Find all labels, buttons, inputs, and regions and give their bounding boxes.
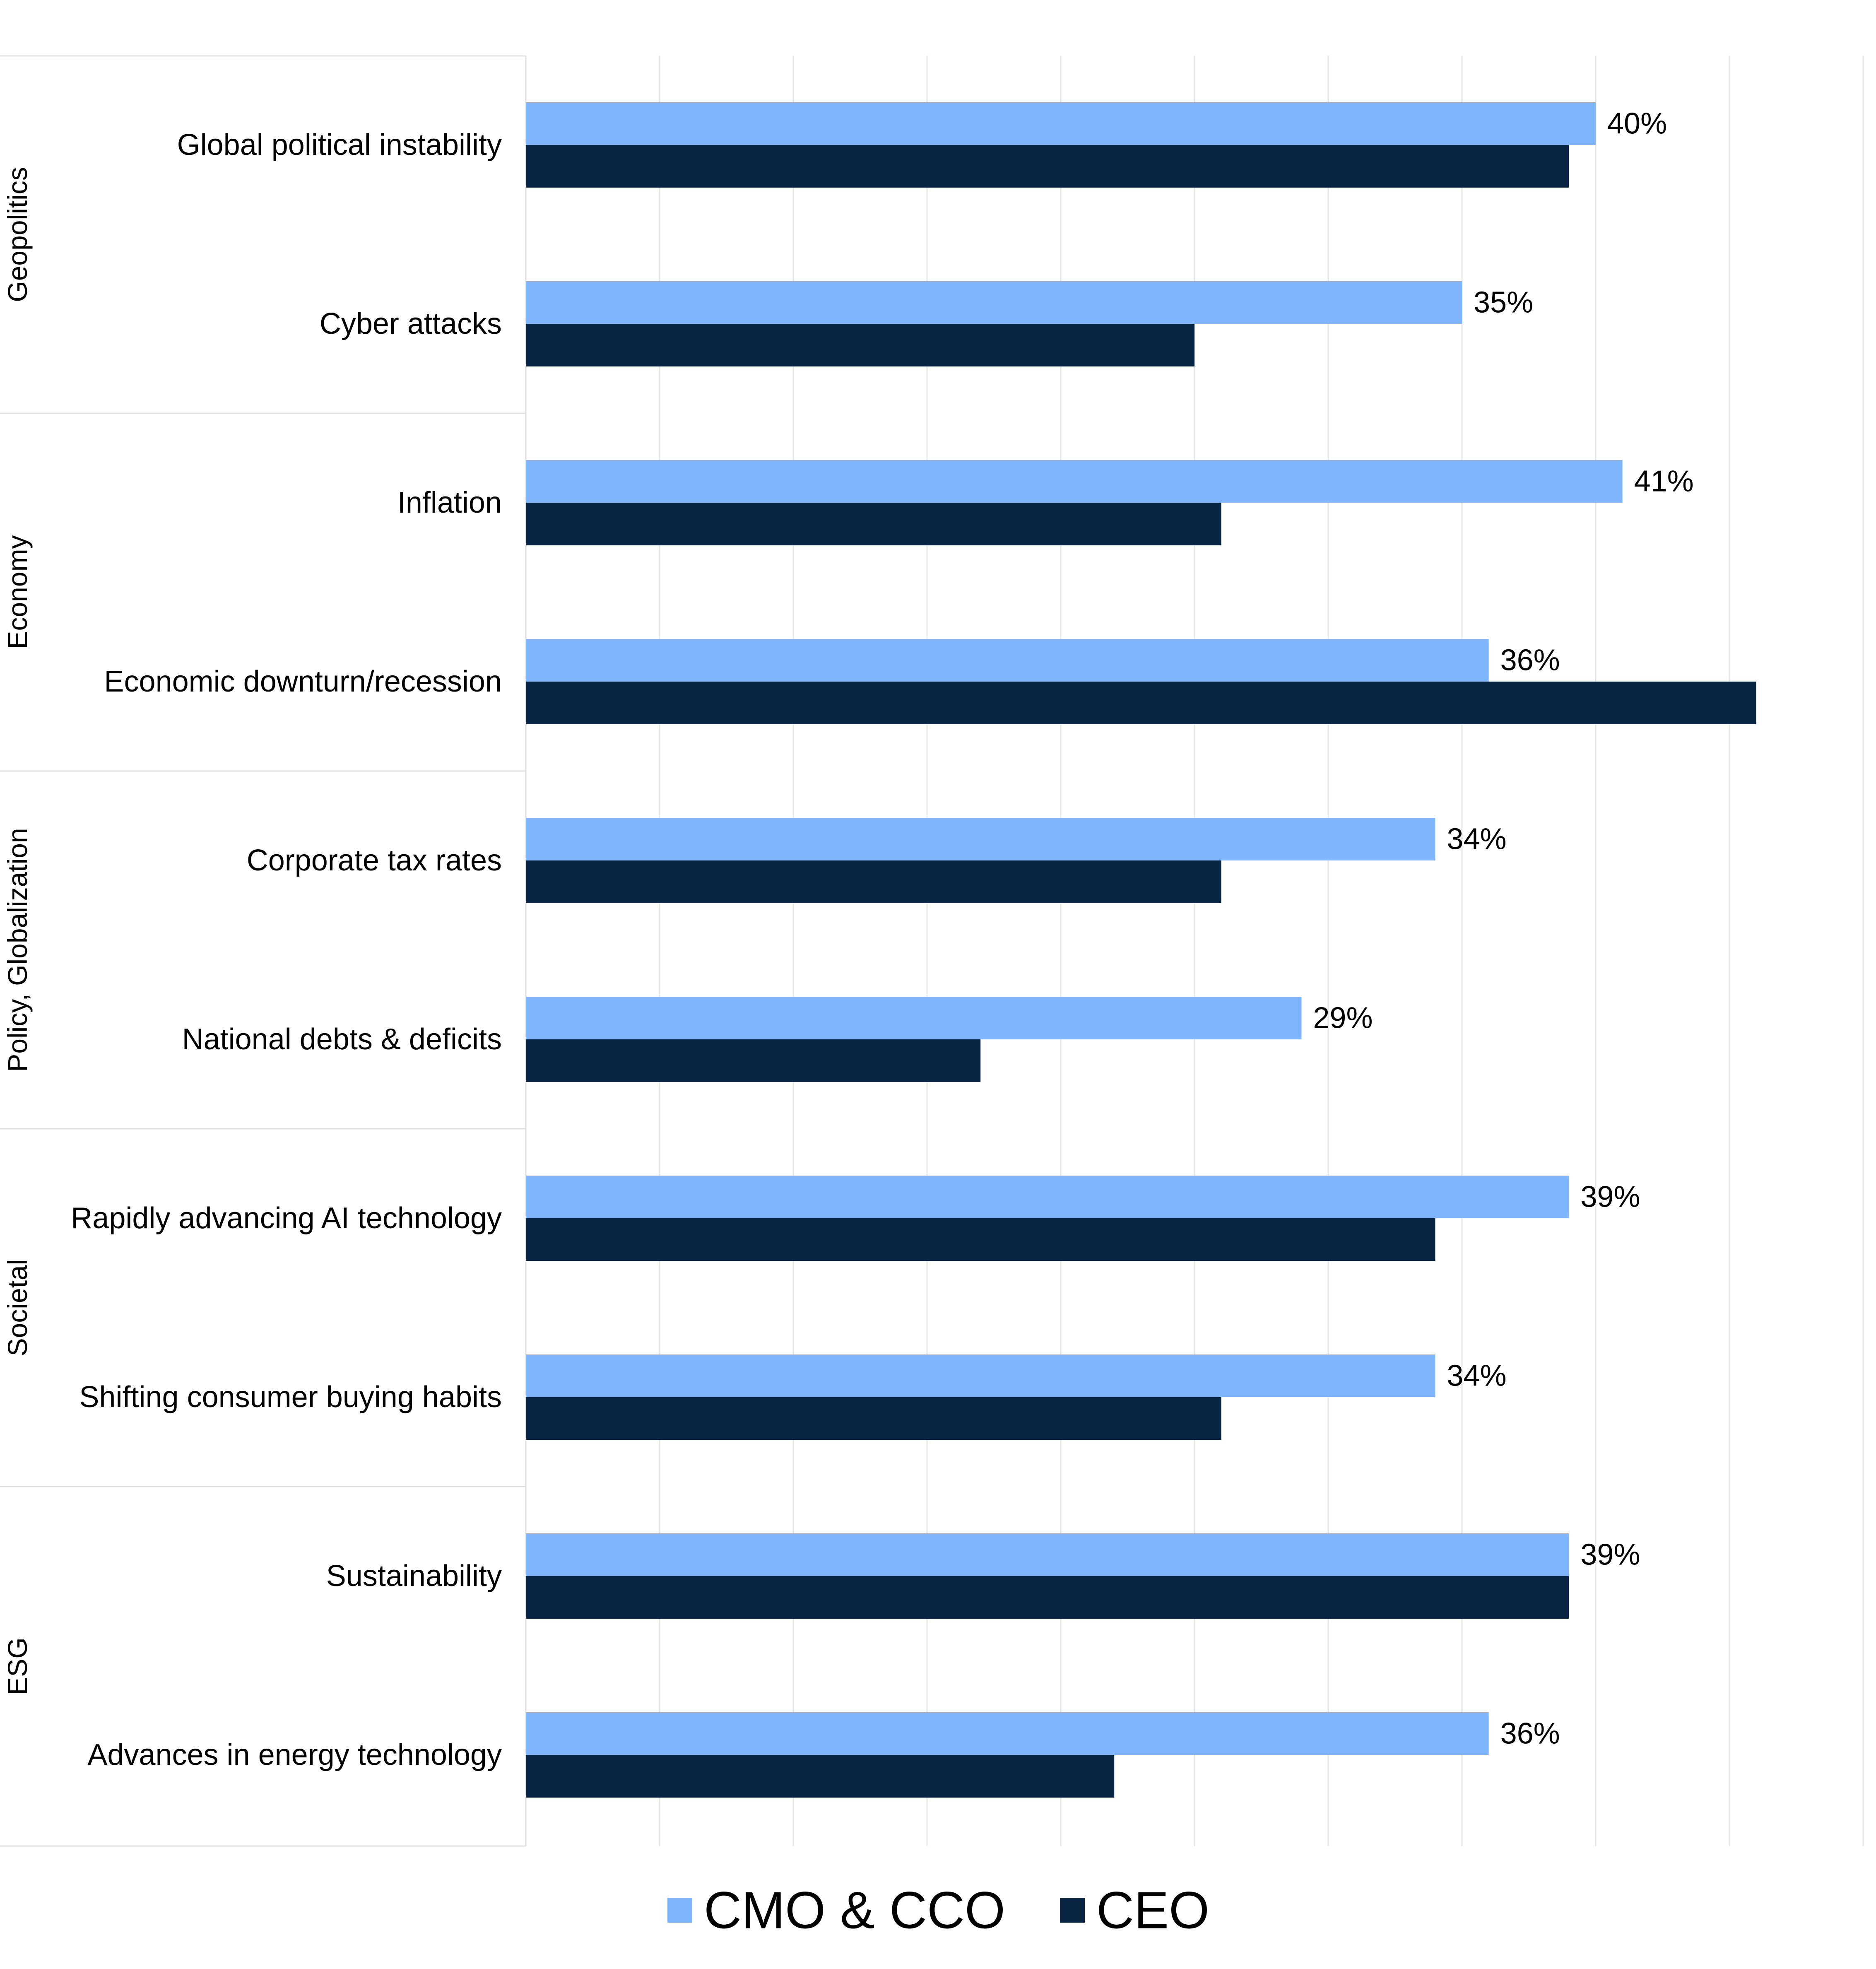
bar-cmo-cco	[526, 102, 1596, 145]
data-label: 34%	[1447, 1359, 1506, 1393]
category-label: Corporate tax rates	[247, 844, 502, 877]
bar-ceo	[526, 324, 1194, 366]
data-label: 36%	[1500, 1717, 1560, 1750]
category-label: Advances in energy technology	[87, 1738, 502, 1771]
data-label: 40%	[1607, 107, 1667, 140]
bar-ceo	[526, 1218, 1435, 1261]
legend-swatch-ceo	[1060, 1898, 1085, 1923]
bar-cmo-cco	[526, 818, 1435, 860]
bar-cmo-cco	[526, 997, 1302, 1039]
data-labels: 40% 35% 41% 36% 34% 29% 39% 34% 39% 36%	[1313, 107, 1693, 1750]
group-label: Policy, Globalization	[2, 828, 33, 1072]
legend-label-ceo: CEO	[1096, 1881, 1209, 1940]
bar-ceo	[526, 682, 1756, 724]
data-label: 35%	[1474, 286, 1533, 319]
category-label: Cyber attacks	[320, 307, 502, 340]
data-label: 41%	[1634, 465, 1694, 498]
legend: CMO & CCO CEO	[667, 1881, 1209, 1940]
bar-ceo	[526, 503, 1221, 545]
bar-ceo	[526, 860, 1221, 903]
bar-ceo	[526, 1039, 981, 1082]
category-label: National debts & deficits	[182, 1023, 502, 1056]
group-label: ESG	[2, 1637, 33, 1695]
bar-cmo-cco	[526, 1712, 1489, 1755]
legend-label-cmo-cco: CMO & CCO	[704, 1881, 1005, 1940]
category-label: Rapidly advancing AI technology	[71, 1202, 502, 1235]
bars	[526, 102, 1756, 1798]
group-labels: Geopolitics Economy Policy, Globalization S…	[2, 167, 33, 1695]
bar-cmo-cco	[526, 639, 1489, 682]
data-label: 39%	[1580, 1181, 1640, 1214]
bar-ceo	[526, 145, 1569, 188]
bar-cmo-cco	[526, 281, 1462, 324]
category-label: Inflation	[397, 486, 502, 519]
bar-cmo-cco	[526, 460, 1623, 503]
group-label: Economy	[2, 535, 33, 649]
category-label: Shifting consumer buying habits	[79, 1381, 502, 1414]
group-label: Geopolitics	[2, 167, 33, 302]
group-label: Societal	[2, 1259, 33, 1357]
legend-swatch-cmo-cco	[667, 1898, 692, 1923]
category-label: Sustainability	[326, 1559, 502, 1593]
bar-cmo-cco	[526, 1354, 1435, 1397]
bar-cmo-cco	[526, 1176, 1569, 1218]
data-label: 29%	[1313, 1002, 1373, 1035]
category-label: Global political instability	[177, 128, 502, 161]
category-labels: Global political instability Cyber attack…	[71, 128, 502, 1771]
data-label: 34%	[1447, 823, 1506, 856]
bar-cmo-cco	[526, 1533, 1569, 1576]
bar-ceo	[526, 1755, 1115, 1798]
category-label: Economic downturn/recession	[104, 665, 502, 698]
bar-ceo	[526, 1576, 1569, 1619]
data-label: 39%	[1580, 1538, 1640, 1571]
data-label: 36%	[1500, 644, 1560, 677]
bar-ceo	[526, 1397, 1221, 1440]
